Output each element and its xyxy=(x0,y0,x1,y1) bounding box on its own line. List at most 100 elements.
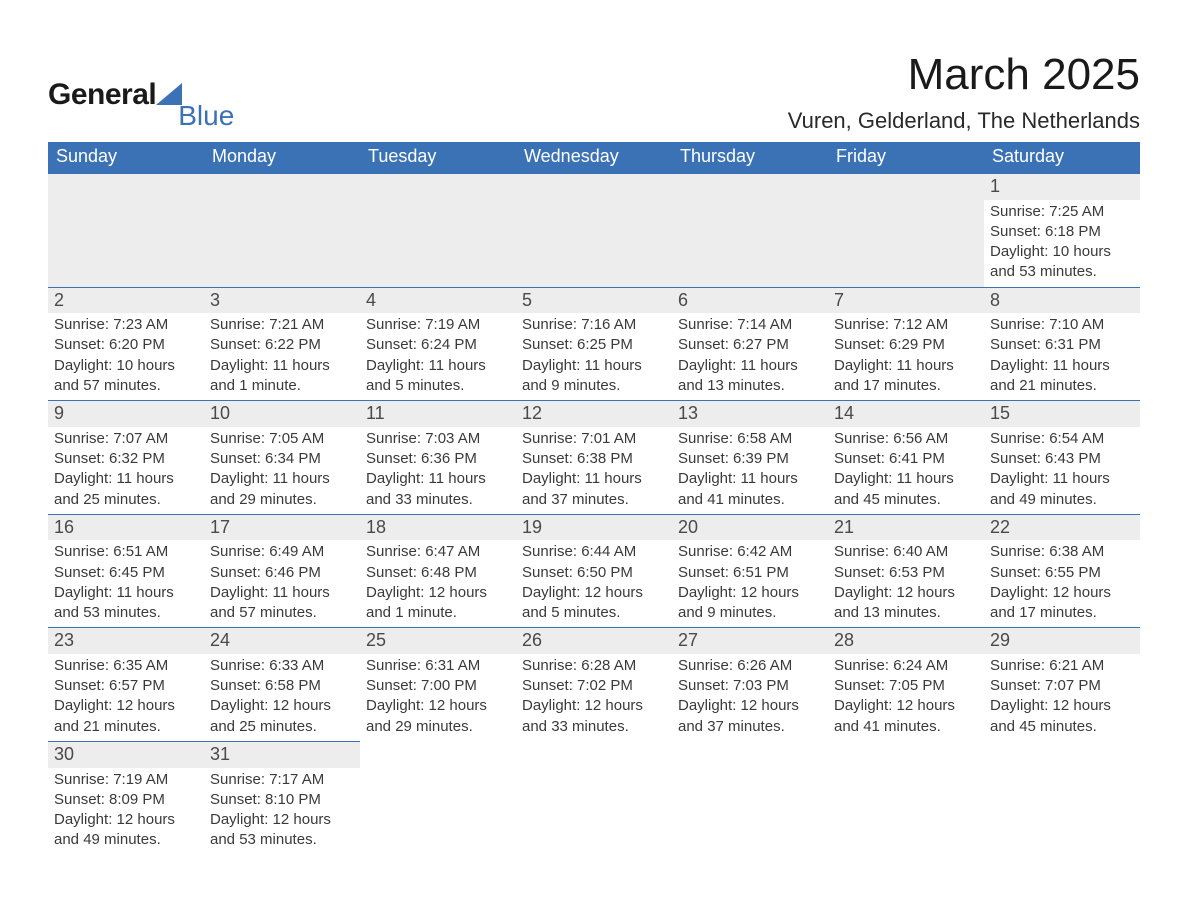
sunset-line: Sunset: 6:41 PM xyxy=(834,449,978,469)
brand-logo: General Blue xyxy=(48,50,242,112)
sunset-line: Sunset: 6:57 PM xyxy=(54,676,198,696)
sunset-line: Sunset: 6:34 PM xyxy=(210,449,354,469)
sunrise-line: Sunrise: 6:28 AM xyxy=(522,656,666,676)
sunset-line: Sunset: 6:36 PM xyxy=(366,449,510,469)
calendar-empty-cell xyxy=(360,174,516,288)
daylight-line: Daylight: 12 hours and 9 minutes. xyxy=(678,583,822,624)
daylight-line: Daylight: 12 hours and 49 minutes. xyxy=(54,810,198,851)
sunrise-line: Sunrise: 7:17 AM xyxy=(210,770,354,790)
day-number: 24 xyxy=(204,628,360,654)
weekday-header-wednesday: Wednesday xyxy=(516,142,672,174)
daylight-line: Daylight: 11 hours and 1 minute. xyxy=(210,356,354,397)
daylight-line: Daylight: 11 hours and 37 minutes. xyxy=(522,469,666,510)
daylight-line: Daylight: 12 hours and 33 minutes. xyxy=(522,696,666,737)
day-number: 4 xyxy=(360,288,516,314)
sunrise-line: Sunrise: 6:38 AM xyxy=(990,542,1134,562)
day-number: 2 xyxy=(48,288,204,314)
day-data: Sunrise: 6:51 AMSunset: 6:45 PMDaylight:… xyxy=(48,540,204,627)
day-number: 28 xyxy=(828,628,984,654)
day-number: 17 xyxy=(204,515,360,541)
daylight-line: Daylight: 12 hours and 21 minutes. xyxy=(54,696,198,737)
sunrise-line: Sunrise: 7:16 AM xyxy=(522,315,666,335)
calendar-weekday-header: SundayMondayTuesdayWednesdayThursdayFrid… xyxy=(48,142,1140,174)
sunset-line: Sunset: 6:55 PM xyxy=(990,563,1134,583)
calendar-empty-cell xyxy=(204,174,360,288)
calendar-day-cell: 25Sunrise: 6:31 AMSunset: 7:00 PMDayligh… xyxy=(360,628,516,742)
daylight-line: Daylight: 12 hours and 53 minutes. xyxy=(210,810,354,851)
daylight-line: Daylight: 11 hours and 5 minutes. xyxy=(366,356,510,397)
calendar-day-cell: 29Sunrise: 6:21 AMSunset: 7:07 PMDayligh… xyxy=(984,628,1140,742)
day-number: 27 xyxy=(672,628,828,654)
sunrise-line: Sunrise: 7:25 AM xyxy=(990,202,1134,222)
empty-daynum-bar xyxy=(516,174,672,200)
calendar-day-cell: 22Sunrise: 6:38 AMSunset: 6:55 PMDayligh… xyxy=(984,514,1140,628)
day-data: Sunrise: 7:23 AMSunset: 6:20 PMDaylight:… xyxy=(48,313,204,400)
daylight-line: Daylight: 11 hours and 33 minutes. xyxy=(366,469,510,510)
day-number: 25 xyxy=(360,628,516,654)
sunset-line: Sunset: 6:27 PM xyxy=(678,335,822,355)
sunrise-line: Sunrise: 6:44 AM xyxy=(522,542,666,562)
sunset-line: Sunset: 8:09 PM xyxy=(54,790,198,810)
daylight-line: Daylight: 11 hours and 53 minutes. xyxy=(54,583,198,624)
sunrise-line: Sunrise: 6:56 AM xyxy=(834,429,978,449)
day-data: Sunrise: 6:28 AMSunset: 7:02 PMDaylight:… xyxy=(516,654,672,741)
day-number: 19 xyxy=(516,515,672,541)
daylight-line: Daylight: 12 hours and 25 minutes. xyxy=(210,696,354,737)
calendar-table: SundayMondayTuesdayWednesdayThursdayFrid… xyxy=(48,142,1140,855)
day-data: Sunrise: 6:42 AMSunset: 6:51 PMDaylight:… xyxy=(672,540,828,627)
day-number: 15 xyxy=(984,401,1140,427)
day-data: Sunrise: 6:35 AMSunset: 6:57 PMDaylight:… xyxy=(48,654,204,741)
sunset-line: Sunset: 6:25 PM xyxy=(522,335,666,355)
sunrise-line: Sunrise: 6:40 AM xyxy=(834,542,978,562)
daylight-line: Daylight: 11 hours and 41 minutes. xyxy=(678,469,822,510)
empty-daynum-bar xyxy=(204,174,360,200)
day-data: Sunrise: 7:10 AMSunset: 6:31 PMDaylight:… xyxy=(984,313,1140,400)
sunset-line: Sunset: 6:18 PM xyxy=(990,222,1134,242)
calendar-day-cell: 1Sunrise: 7:25 AMSunset: 6:18 PMDaylight… xyxy=(984,174,1140,288)
calendar-day-cell: 18Sunrise: 6:47 AMSunset: 6:48 PMDayligh… xyxy=(360,514,516,628)
weekday-header-thursday: Thursday xyxy=(672,142,828,174)
calendar-week-row: 2Sunrise: 7:23 AMSunset: 6:20 PMDaylight… xyxy=(48,287,1140,401)
sunset-line: Sunset: 7:03 PM xyxy=(678,676,822,696)
daylight-line: Daylight: 12 hours and 13 minutes. xyxy=(834,583,978,624)
calendar-empty-cell xyxy=(828,741,984,854)
day-number: 14 xyxy=(828,401,984,427)
calendar-body: 1Sunrise: 7:25 AMSunset: 6:18 PMDaylight… xyxy=(48,174,1140,855)
daylight-line: Daylight: 11 hours and 17 minutes. xyxy=(834,356,978,397)
calendar-day-cell: 20Sunrise: 6:42 AMSunset: 6:51 PMDayligh… xyxy=(672,514,828,628)
weekday-header-tuesday: Tuesday xyxy=(360,142,516,174)
daylight-line: Daylight: 11 hours and 49 minutes. xyxy=(990,469,1134,510)
calendar-empty-cell xyxy=(672,741,828,854)
day-data: Sunrise: 6:26 AMSunset: 7:03 PMDaylight:… xyxy=(672,654,828,741)
sunrise-line: Sunrise: 7:03 AM xyxy=(366,429,510,449)
day-number: 7 xyxy=(828,288,984,314)
day-data: Sunrise: 6:47 AMSunset: 6:48 PMDaylight:… xyxy=(360,540,516,627)
calendar-empty-cell xyxy=(672,174,828,288)
weekday-header-sunday: Sunday xyxy=(48,142,204,174)
daylight-line: Daylight: 12 hours and 29 minutes. xyxy=(366,696,510,737)
day-data: Sunrise: 7:07 AMSunset: 6:32 PMDaylight:… xyxy=(48,427,204,514)
daylight-line: Daylight: 12 hours and 1 minute. xyxy=(366,583,510,624)
calendar-empty-cell xyxy=(516,741,672,854)
day-number: 11 xyxy=(360,401,516,427)
calendar-empty-cell xyxy=(516,174,672,288)
sunset-line: Sunset: 6:45 PM xyxy=(54,563,198,583)
weekday-header-friday: Friday xyxy=(828,142,984,174)
day-number: 31 xyxy=(204,742,360,768)
day-number: 10 xyxy=(204,401,360,427)
day-number: 30 xyxy=(48,742,204,768)
sunset-line: Sunset: 6:51 PM xyxy=(678,563,822,583)
sunset-line: Sunset: 6:58 PM xyxy=(210,676,354,696)
daylight-line: Daylight: 10 hours and 53 minutes. xyxy=(990,242,1134,283)
sunset-line: Sunset: 7:02 PM xyxy=(522,676,666,696)
calendar-day-cell: 8Sunrise: 7:10 AMSunset: 6:31 PMDaylight… xyxy=(984,287,1140,401)
calendar-week-row: 1Sunrise: 7:25 AMSunset: 6:18 PMDaylight… xyxy=(48,174,1140,288)
daylight-line: Daylight: 11 hours and 13 minutes. xyxy=(678,356,822,397)
location-subtitle: Vuren, Gelderland, The Netherlands xyxy=(788,108,1140,134)
day-number: 20 xyxy=(672,515,828,541)
sunset-line: Sunset: 6:29 PM xyxy=(834,335,978,355)
calendar-day-cell: 28Sunrise: 6:24 AMSunset: 7:05 PMDayligh… xyxy=(828,628,984,742)
calendar-day-cell: 3Sunrise: 7:21 AMSunset: 6:22 PMDaylight… xyxy=(204,287,360,401)
day-data: Sunrise: 7:17 AMSunset: 8:10 PMDaylight:… xyxy=(204,768,360,855)
weekday-header-saturday: Saturday xyxy=(984,142,1140,174)
